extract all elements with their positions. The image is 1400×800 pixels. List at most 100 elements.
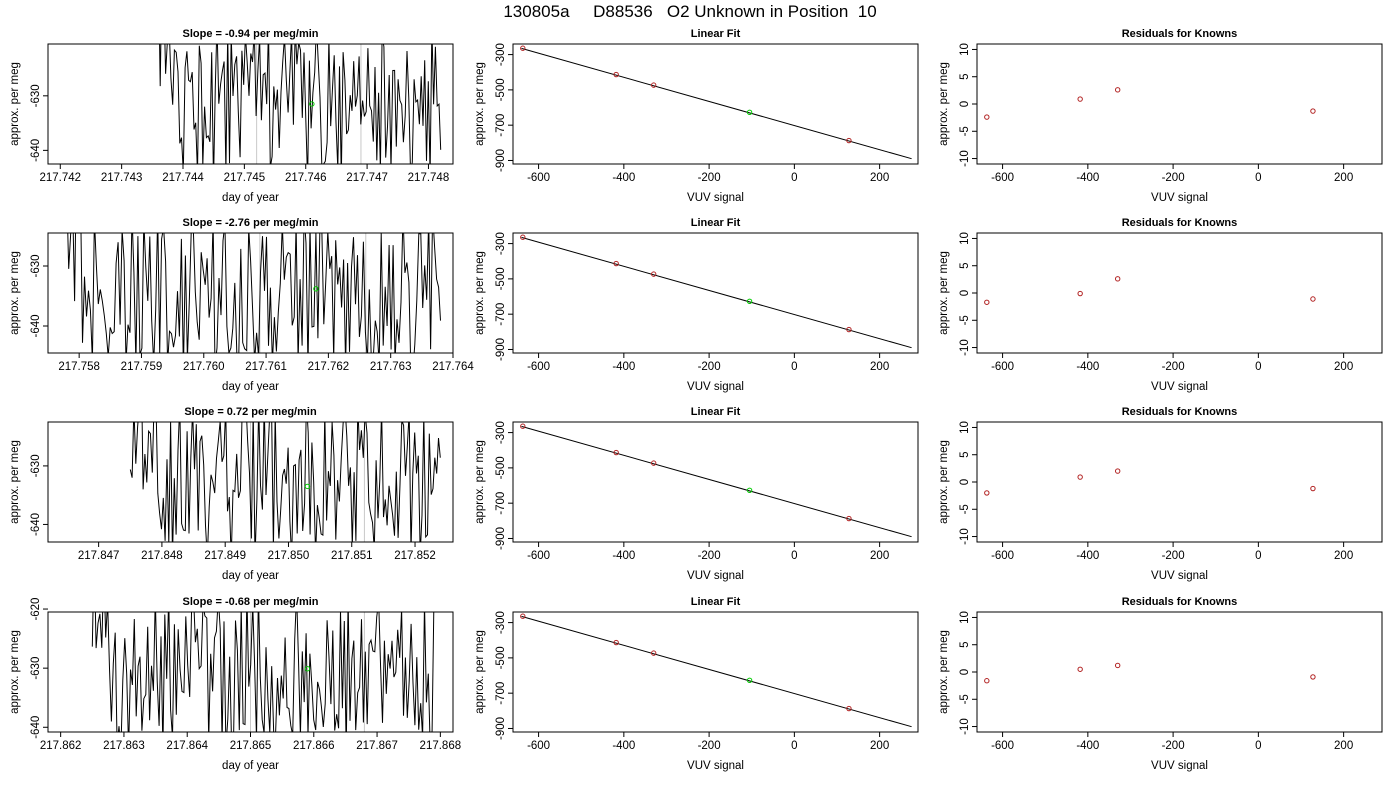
x-tick-label: -200 — [698, 172, 721, 184]
plot-frame — [976, 232, 1383, 354]
panel-time-row2: Slope = -2.76 per meg/min 217.758 217.759 2… — [9, 217, 474, 393]
unknown-point — [304, 666, 311, 672]
plot-frame — [512, 232, 919, 354]
residual-point — [1310, 108, 1316, 114]
plot-frame — [47, 611, 454, 733]
x-tick-label: -400 — [612, 550, 635, 562]
y-tick-label: 0 — [959, 290, 971, 296]
x-tick-label: -200 — [698, 740, 721, 752]
y-tick-label: -900 — [495, 717, 507, 740]
plot-area — [520, 234, 912, 349]
series-line — [91, 612, 435, 732]
residual-point — [1077, 666, 1083, 672]
x-tick-label: 217.745 — [224, 172, 266, 184]
y-tick-label: 10 — [959, 43, 971, 56]
x-axis-label: VUV signal — [687, 570, 744, 582]
residual-point — [984, 490, 990, 496]
x-tick-label: -400 — [612, 361, 635, 373]
x-tick-label: -200 — [1162, 550, 1185, 562]
x-tick-label: 0 — [791, 361, 797, 373]
y-tick-label: -630 — [30, 454, 42, 477]
x-tick-label: 217.746 — [285, 172, 327, 184]
y-tick-label: -620 — [30, 598, 42, 621]
x-tick-label: -200 — [698, 550, 721, 562]
y-tick-label: 0 — [959, 479, 971, 485]
panel-title: Residuals for Knowns — [1122, 28, 1238, 40]
x-tick-label: -400 — [612, 740, 635, 752]
panel-time-row1: Slope = -0.94 per meg/min 217.742 217.743 2… — [9, 28, 454, 204]
x-tick-label: 200 — [870, 740, 889, 752]
residual-point — [1077, 290, 1083, 297]
known-point — [846, 515, 852, 522]
y-axis-label: approx. per meg — [474, 630, 486, 714]
panel-residuals-row3: Residuals for Knowns -600 -400 -200 0 200 10 5 0… — [938, 406, 1383, 582]
known-point — [650, 271, 657, 277]
x-tick-label: 217.866 — [293, 740, 335, 752]
residual-point — [1114, 662, 1121, 669]
fit-line — [521, 47, 912, 160]
x-tick-label: -200 — [1162, 172, 1185, 184]
known-point — [650, 82, 657, 88]
x-tick-label: 0 — [1255, 740, 1261, 752]
panel-residuals-row2: Residuals for Knowns -600 -400 -200 0 200 10 5 0… — [938, 217, 1383, 393]
x-tick-label: 0 — [791, 740, 797, 752]
y-tick-label: -640 — [30, 314, 42, 337]
x-tick-label: 217.864 — [166, 740, 208, 752]
plot-frame — [47, 232, 454, 354]
y-axis-label: approx. per meg — [9, 62, 21, 146]
x-tick-label: 217.761 — [245, 361, 287, 373]
y-tick-label: 0 — [959, 669, 971, 675]
x-axis-label: day of year — [222, 192, 279, 204]
panel-fit-row1: Linear Fit -600 -400 -200 0 200 -300 -500 -700 -9… — [474, 28, 919, 204]
x-tick-label: -600 — [991, 550, 1014, 562]
known-point — [520, 45, 526, 51]
x-tick-label: 217.759 — [121, 361, 163, 373]
y-axis-label: approx. per meg — [474, 62, 486, 146]
plot-area — [984, 87, 1316, 120]
panel-title: Residuals for Knowns — [1122, 596, 1238, 608]
x-tick-label: 217.743 — [101, 172, 143, 184]
plot-frame — [47, 421, 454, 543]
y-axis-label: approx. per meg — [474, 251, 486, 335]
y-tick-label: -900 — [495, 149, 507, 172]
y-tick-label: 5 — [959, 74, 971, 80]
y-tick-label: -10 — [959, 150, 971, 167]
plot-frame — [976, 611, 1383, 733]
x-tick-label: 200 — [870, 172, 889, 184]
panel-title: Linear Fit — [691, 28, 741, 40]
panel-fit-row4: Linear Fit -600 -400 -200 0 200 -300 -500 -700 -9… — [474, 596, 919, 772]
x-tick-label: 200 — [870, 361, 889, 373]
y-tick-label: -500 — [495, 267, 507, 290]
unknown-point — [304, 483, 311, 490]
panel-title: Residuals for Knowns — [1122, 217, 1238, 229]
y-tick-label: -900 — [495, 527, 507, 550]
panel-residuals-row1: Residuals for Knowns -600 -400 -200 0 200 10 5 0… — [938, 28, 1383, 204]
x-tick-label: -400 — [1076, 172, 1099, 184]
known-point — [520, 613, 526, 619]
panel-fit-row2: Linear Fit -600 -400 -200 0 200 -300 -500 -700 -9… — [474, 217, 919, 393]
y-axis-label: approx. per meg — [938, 62, 950, 146]
x-tick-label: -200 — [1162, 740, 1185, 752]
plot-frame — [976, 421, 1383, 543]
y-tick-label: 10 — [959, 611, 971, 624]
y-tick-label: -500 — [495, 78, 507, 101]
figure-title: 130805a D88536 O2 Unknown in Position 10 — [503, 2, 876, 21]
x-tick-label: -600 — [527, 361, 550, 373]
y-tick-label: -5 — [959, 315, 971, 325]
x-axis-label: day of year — [222, 570, 279, 582]
known-point — [846, 705, 852, 712]
y-axis-label: approx. per meg — [938, 440, 950, 524]
residual-point — [1077, 474, 1083, 480]
known-point — [846, 137, 852, 144]
y-tick-label: -900 — [495, 338, 507, 361]
y-tick-label: -10 — [959, 718, 971, 735]
x-tick-label: 217.848 — [141, 550, 183, 562]
x-tick-label: 217.744 — [162, 172, 204, 184]
x-axis-label: day of year — [222, 381, 279, 393]
plot-area — [520, 423, 912, 538]
y-tick-label: -640 — [30, 139, 42, 162]
x-tick-label: 217.764 — [432, 361, 474, 373]
y-tick-label: -700 — [495, 682, 507, 705]
x-axis-label: VUV signal — [1151, 570, 1208, 582]
y-tick-label: -10 — [959, 528, 971, 545]
